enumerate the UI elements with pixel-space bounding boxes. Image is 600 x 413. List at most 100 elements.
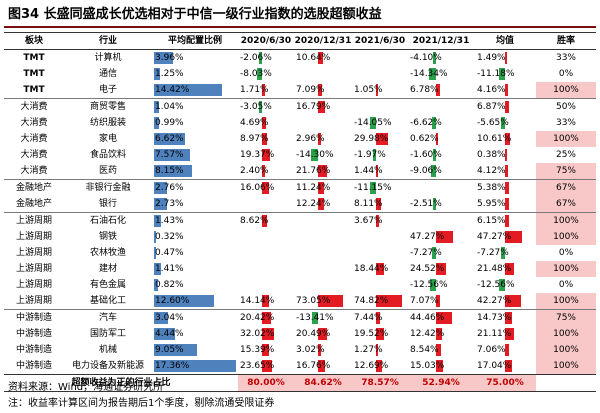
weight-cell: 0.32% [152, 229, 238, 245]
excess-return-table: 板块 行业 平均配置比例 2020/6/30 2020/12/31 2021/6/30 20… [4, 32, 596, 392]
mean-value: 42.27% [477, 296, 512, 306]
weight-value: 1.25% [155, 69, 184, 79]
sector-cell: 中游制造 [15, 361, 52, 371]
period-cell: 12.42% [408, 326, 474, 342]
period-cell: 20.49% [294, 326, 352, 342]
period-cell: 16.79% [294, 99, 352, 115]
period-value: 19.37% [240, 150, 275, 160]
sector-cell: 上游周期 [15, 232, 52, 242]
weight-cell: 2.76% [152, 180, 238, 196]
win-rate-cell: 100% [536, 82, 596, 98]
period-cell [294, 277, 352, 293]
period-cell: -14.30% [294, 147, 352, 163]
period-value: 1.71% [240, 85, 269, 95]
weight-cell: 12.60% [152, 293, 238, 309]
period-value: 3.67% [354, 216, 383, 226]
table-row: 上游周期 基础化工 12.60% 14.14% 73.05% 74.82% 7.07% 42.… [4, 293, 596, 309]
mean-cell: -7.27% [474, 245, 536, 261]
table-row: 上游周期 建材 1.41% 18.44% 24.52% 21.48% 100% [4, 261, 596, 277]
mean-cell: 5.38% [474, 180, 536, 196]
calc-note: 注：收益率计算区间为报告期后1个季度，剔除流通受限证券 [8, 398, 275, 409]
industry-cell: 电力设备及新能源 [71, 361, 144, 371]
win-rate-cell: 100% [536, 229, 596, 245]
positive-bar [505, 263, 514, 275]
table-row: 上游周期 农林牧渔 0.47% -7.27% -7.27% 0% [4, 245, 596, 261]
period-value: 8.62% [240, 216, 269, 226]
weight-bar [154, 247, 157, 259]
positive-bar [262, 133, 267, 145]
period-cell: 74.82% [352, 293, 408, 309]
mean-value: 6.15% [477, 216, 506, 226]
sector-cell: 大消费 [20, 102, 48, 112]
positive-bar [505, 84, 509, 96]
period-cell: 44.46% [408, 310, 474, 326]
period-value: 15.03% [410, 361, 445, 371]
summary-value: 52.94% [408, 375, 474, 391]
period-cell: 7.07% [408, 293, 474, 309]
summary-label: 超额收益为正的行业占比 [71, 378, 171, 388]
sector-cell: 大消费 [20, 134, 48, 144]
weight-bar [154, 133, 186, 145]
period-value: 7.44% [354, 313, 383, 323]
weight-cell: 8.15% [152, 163, 238, 179]
period-cell: 10.64% [294, 50, 352, 66]
weight-bar [154, 68, 160, 80]
mean-value: -7.27% [477, 248, 509, 258]
mean-cell: 0.38% [474, 147, 536, 163]
period-cell [238, 261, 294, 277]
negative-bar [259, 101, 262, 113]
positive-bar [318, 133, 321, 145]
period-value: 21.76% [296, 166, 331, 176]
period-value: 11.24% [296, 183, 331, 193]
weight-bar [154, 360, 236, 372]
period-value: 12.69% [354, 361, 389, 371]
win-rate-cell: 0% [558, 248, 574, 258]
header-cell: 板块 [24, 36, 43, 46]
positive-bar [436, 344, 441, 356]
win-rate-cell: 75% [536, 163, 596, 179]
positive-bar [318, 165, 327, 177]
win-rate-cell: 100% [536, 326, 596, 342]
weight-cell: 4.44% [152, 326, 238, 342]
table-row: 上游周期 石油石化 1.43% 8.62% 3.67% 6.15% 100% [4, 212, 596, 229]
period-value: -6.62% [410, 118, 442, 128]
weight-bar [154, 149, 190, 161]
industry-cell: 机械 [98, 345, 117, 355]
mean-cell: -12.56% [474, 277, 536, 293]
period-cell: 1.44% [352, 163, 408, 179]
weight-value: 3.04% [155, 313, 184, 323]
positive-bar [376, 84, 379, 96]
weight-value: 4.44% [155, 329, 184, 339]
period-value: 20.42% [240, 313, 275, 323]
period-cell: -8.03% [238, 66, 294, 82]
positive-bar [436, 84, 441, 96]
period-value: 1.05% [354, 85, 383, 95]
period-cell: 73.05% [294, 293, 352, 309]
header-cell: 2020/6/30 [240, 36, 292, 46]
period-value: 7.07% [410, 296, 439, 306]
weight-bar [154, 328, 175, 340]
positive-bar [318, 360, 326, 372]
weight-value: 1.43% [155, 216, 184, 226]
negative-bar [373, 149, 376, 161]
table-row: 中游制造 机械 9.05% 15.39% 3.02% 1.27% 8.54% 7.06% 100… [4, 342, 596, 358]
mean-cell: 14.73% [474, 310, 536, 326]
sector-cell: 中游制造 [15, 345, 52, 355]
industry-cell: 钢铁 [98, 232, 117, 242]
negative-bar [501, 117, 505, 129]
positive-bar [376, 295, 402, 307]
period-cell: 11.24% [294, 180, 352, 196]
negative-bar [370, 182, 376, 194]
summary-value: 80.00% [238, 375, 294, 391]
negative-bar [311, 149, 318, 161]
period-cell: 19.37% [238, 147, 294, 163]
period-value: 0.62% [410, 134, 439, 144]
period-cell: 3.02% [294, 342, 352, 358]
table-row: 大消费 商贸零售 1.04% -3.05% 16.79% 6.87% 50% [4, 98, 596, 115]
mean-value: 47.27% [477, 232, 512, 242]
period-value: 12.42% [410, 329, 445, 339]
mean-cell: 1.49% [474, 50, 536, 66]
positive-bar [505, 182, 509, 194]
period-cell [408, 213, 474, 229]
positive-bar [262, 182, 270, 194]
